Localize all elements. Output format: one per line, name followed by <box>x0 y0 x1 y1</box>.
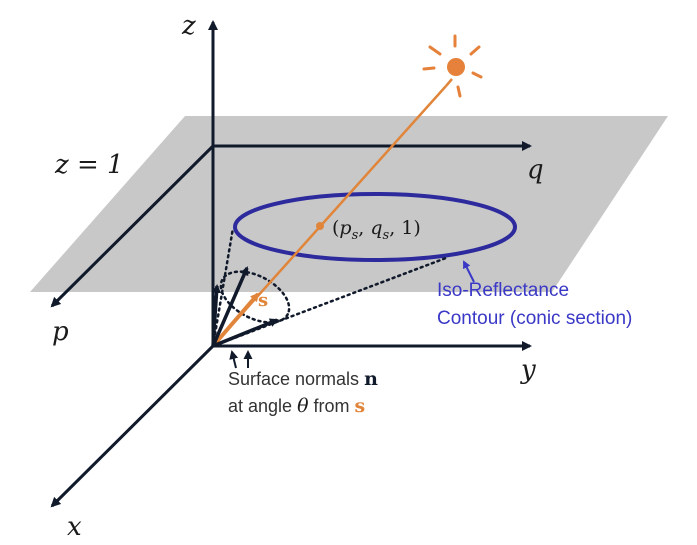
x-axis-label: x <box>67 512 82 542</box>
contour-label-pointer <box>463 260 475 283</box>
cone-small-ellipse <box>219 270 291 324</box>
z-axis-label: z <box>181 11 196 41</box>
light-ray-dash <box>445 78 453 87</box>
center-point-label: (ps, qs, 1) <box>332 217 421 243</box>
contour-label-line2: Contour (conic section) <box>437 308 632 329</box>
p-axis-label: p <box>52 317 69 347</box>
caption-line1: Surface normals n <box>228 368 378 390</box>
plane-z-equals-1 <box>30 116 668 292</box>
surface-normal-3 <box>212 318 279 348</box>
caption-line2: at angle θ from s <box>228 395 365 417</box>
iso-reflectance-contour <box>233 192 517 262</box>
cone-line-left <box>211 226 235 348</box>
plane-label: z = 1 <box>54 150 124 180</box>
y-axis-label: y <box>520 355 536 385</box>
q-axis-label: q <box>527 155 544 185</box>
contour-center-point <box>316 222 324 230</box>
contour-label-line1: Iso-Reflectance <box>437 280 569 301</box>
source-vector-label: s <box>258 290 268 311</box>
source-vector-s <box>211 292 260 348</box>
x-axis <box>50 344 215 508</box>
surface-normal-1 <box>211 284 222 347</box>
sun-icon <box>422 34 483 98</box>
surface-normal-2 <box>211 266 249 347</box>
caption-pointer-1 <box>229 350 239 369</box>
p-axis <box>50 144 215 308</box>
